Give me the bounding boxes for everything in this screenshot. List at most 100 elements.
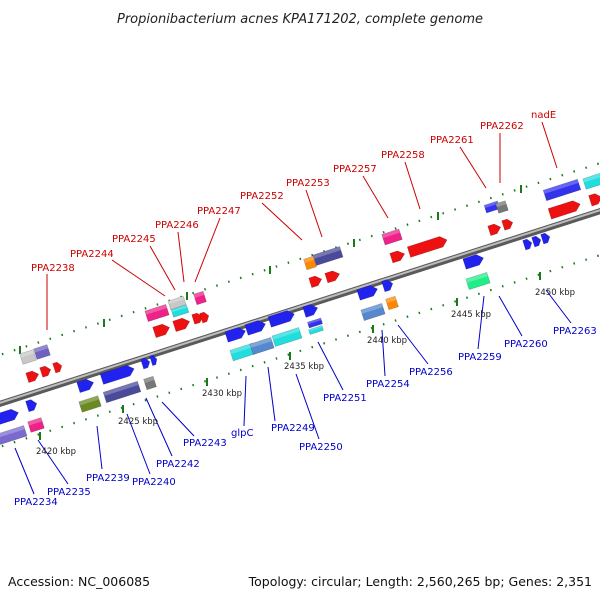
gene-label-bottom: PPA2242 (156, 459, 200, 470)
gene-arrow-shape (522, 238, 533, 251)
leader-line (261, 202, 303, 241)
leader-line (145, 397, 173, 457)
leader-line (477, 295, 485, 350)
gene-box-highlight (0, 425, 25, 438)
map-title: Propionibacterium acnes KPA171202, compl… (117, 12, 483, 27)
leader-line (37, 439, 69, 485)
leader-line (498, 295, 523, 337)
gene-box-highlight (249, 337, 272, 348)
gene-label-top: PPA2247 (197, 206, 241, 217)
gene-arrow-shape (76, 378, 95, 394)
gene-arrow-shape (39, 365, 52, 378)
gene-arrow-shape (224, 327, 246, 343)
gene-label-bottom: PPA2263 (553, 326, 597, 337)
leader-line (305, 189, 323, 238)
gene-label-bottom: PPA2256 (409, 367, 453, 378)
gene-box (193, 290, 207, 306)
gene-box (33, 344, 51, 360)
gene-label-top: PPA2244 (70, 249, 114, 260)
gene-arrow (487, 223, 502, 236)
gene-box-highlight (484, 201, 499, 208)
tick-line-bottom (0, 254, 600, 448)
gene-label-bottom: PPA2249 (271, 423, 315, 434)
kbp-label: 2450 kbp (535, 288, 575, 298)
leader-line (459, 146, 487, 189)
leader-line (404, 161, 421, 210)
leader-line (541, 121, 558, 169)
leader-line (194, 217, 221, 283)
leader-line (362, 175, 389, 219)
gene-arrow-shape (149, 354, 158, 367)
gene-arrow-shape (140, 357, 151, 370)
gene-arrow (522, 238, 533, 251)
gene-arrow-shape (172, 317, 191, 333)
gene-box (167, 295, 187, 311)
gene-box-highlight (303, 256, 315, 263)
gene-box-shape (102, 380, 142, 404)
gene-box-shape (144, 304, 170, 322)
gene-box-highlight (78, 395, 100, 406)
gene-arrow (389, 250, 406, 264)
leader-line (96, 425, 103, 470)
gene-arrow-shape (356, 285, 378, 301)
gene-label-top: PPA2257 (333, 164, 377, 175)
leader-line (161, 401, 195, 437)
gene-arrow (0, 408, 19, 425)
leader-line (149, 245, 176, 291)
gene-box-shape (312, 246, 344, 266)
gene-arrow (501, 218, 514, 231)
gene-arrow-shape (389, 250, 406, 264)
gene-box-highlight (144, 304, 167, 315)
gene-box-highlight (308, 325, 323, 332)
gene-box (78, 395, 102, 413)
gene-box-highlight (312, 246, 341, 259)
gene-label-bottom: PPA2251 (323, 393, 367, 404)
gene-box (170, 304, 190, 318)
gene-arrow-shape (244, 320, 266, 336)
gene-box (495, 200, 509, 214)
leader-line (126, 413, 151, 475)
gene-label-bottom: glpC (231, 428, 253, 439)
tick-lines (0, 162, 600, 448)
gene-box-highlight (582, 172, 600, 183)
gene-arrow (462, 254, 484, 270)
gene-label-bottom: PPA2259 (458, 352, 502, 363)
leader-line (111, 259, 166, 297)
gene-box-highlight (193, 291, 205, 298)
gene-arrow (149, 354, 158, 367)
gene-label-top: PPA2258 (381, 150, 425, 161)
gene-box-highlight (543, 179, 579, 194)
gene-box (312, 246, 344, 266)
gene-box (307, 317, 323, 329)
gene-box-shape (495, 200, 509, 214)
gene-arrow-shape (0, 408, 19, 425)
gene-box-shape (271, 327, 303, 347)
gene-arrow (531, 235, 542, 248)
gene-arrow (25, 370, 40, 383)
gene-label-bottom: PPA2239 (86, 473, 130, 484)
gene-box (249, 337, 275, 355)
gene-box-shape (27, 417, 45, 433)
gene-box (102, 380, 142, 404)
leader-line (317, 341, 344, 391)
gene-box-highlight (229, 343, 254, 355)
gene-box-highlight (171, 304, 188, 313)
gene-box-shape (381, 228, 403, 246)
gene-arrow (302, 304, 319, 318)
gene-arrow-shape (199, 311, 210, 324)
gene-arrow (308, 275, 323, 288)
gene-box (19, 349, 37, 365)
gene-box-shape (465, 272, 491, 290)
gene-box (303, 255, 317, 271)
gene-arrow-shape (308, 275, 323, 288)
gene-box-shape (385, 295, 399, 311)
gene-box-highlight (103, 381, 139, 396)
gene-arrow (199, 311, 210, 324)
gene-box-highlight (27, 417, 43, 426)
gene-box-shape (33, 344, 51, 360)
gene-box-shape (307, 317, 323, 329)
gene-arrow-shape (547, 200, 581, 220)
leader-line (295, 373, 320, 440)
gene-box-highlight (143, 376, 155, 383)
